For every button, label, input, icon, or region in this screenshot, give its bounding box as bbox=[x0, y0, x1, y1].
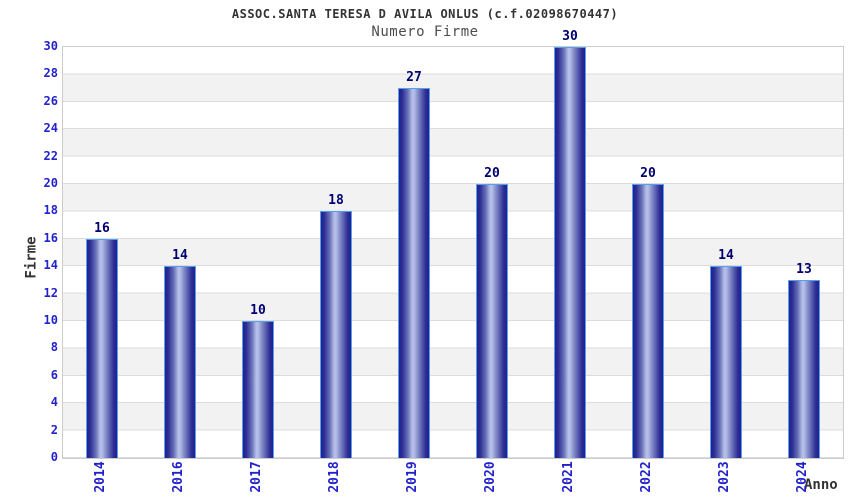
bar-value-label: 14 bbox=[172, 248, 188, 263]
bar-2023 bbox=[710, 266, 742, 458]
y-tick-label: 28 bbox=[43, 66, 58, 81]
y-tick-label: 2 bbox=[50, 422, 58, 437]
bar-2021 bbox=[554, 47, 586, 458]
x-tick-label: 2022 bbox=[639, 461, 654, 493]
bar-2014 bbox=[86, 239, 118, 458]
x-tick-label: 2016 bbox=[171, 461, 186, 493]
y-tick-label: 0 bbox=[50, 450, 58, 464]
chart-title: ASSOC.SANTA TERESA D AVILA ONLUS (c.f.02… bbox=[231, 7, 619, 21]
y-tick-label: 26 bbox=[43, 93, 58, 108]
bar-value-label: 14 bbox=[718, 248, 734, 263]
bar-value-label: 30 bbox=[562, 29, 578, 44]
x-tick-label: 2017 bbox=[249, 461, 264, 493]
bar-value-label: 20 bbox=[640, 166, 656, 181]
chart-subtitle: Numero Firme bbox=[371, 24, 479, 40]
x-tick-label: 2020 bbox=[483, 461, 498, 493]
x-tick-label: 2018 bbox=[327, 461, 342, 493]
bar-2022 bbox=[632, 184, 664, 458]
bar-2016 bbox=[164, 266, 196, 458]
bar-2017 bbox=[242, 321, 274, 458]
plot-area: 16 14 10 18 27 20 30 20 14 13 bbox=[62, 30, 844, 459]
y-tick-label: 20 bbox=[43, 176, 58, 190]
bar-value-label: 20 bbox=[484, 166, 500, 181]
bar-2024 bbox=[788, 280, 820, 458]
y-tick-label: 12 bbox=[43, 285, 58, 300]
x-tick-label: 2024 bbox=[795, 461, 810, 493]
bar-2019 bbox=[398, 88, 430, 458]
y-tick-label: 4 bbox=[50, 395, 58, 410]
x-axis-title: Anno bbox=[804, 477, 838, 493]
x-tick-label: 2023 bbox=[717, 461, 732, 493]
bar-value-label: 18 bbox=[328, 193, 344, 208]
x-tick-label: 2021 bbox=[561, 461, 576, 493]
y-tick-label: 14 bbox=[43, 258, 58, 273]
y-tick-label: 30 bbox=[43, 39, 58, 53]
x-tick-label: 2014 bbox=[93, 461, 108, 493]
bar-2018 bbox=[320, 211, 352, 458]
bar-2020 bbox=[476, 184, 508, 458]
y-tick-label: 24 bbox=[43, 121, 58, 136]
y-tick-label: 16 bbox=[43, 230, 58, 245]
y-axis: 0 2 4 6 8 10 12 14 16 18 20 22 24 26 28 30 bbox=[16, 39, 58, 464]
y-tick-label: 6 bbox=[50, 367, 58, 382]
y-tick-label: 8 bbox=[50, 340, 58, 355]
bar-value-label: 27 bbox=[406, 70, 422, 85]
bar-value-label: 16 bbox=[94, 221, 110, 236]
x-tick-label: 2019 bbox=[405, 461, 420, 493]
bar-value-label: 10 bbox=[250, 303, 266, 318]
y-tick-label: 18 bbox=[43, 203, 58, 218]
y-tick-label: 22 bbox=[43, 148, 58, 163]
bar-value-label: 13 bbox=[796, 262, 812, 277]
y-tick-label: 10 bbox=[43, 313, 58, 327]
